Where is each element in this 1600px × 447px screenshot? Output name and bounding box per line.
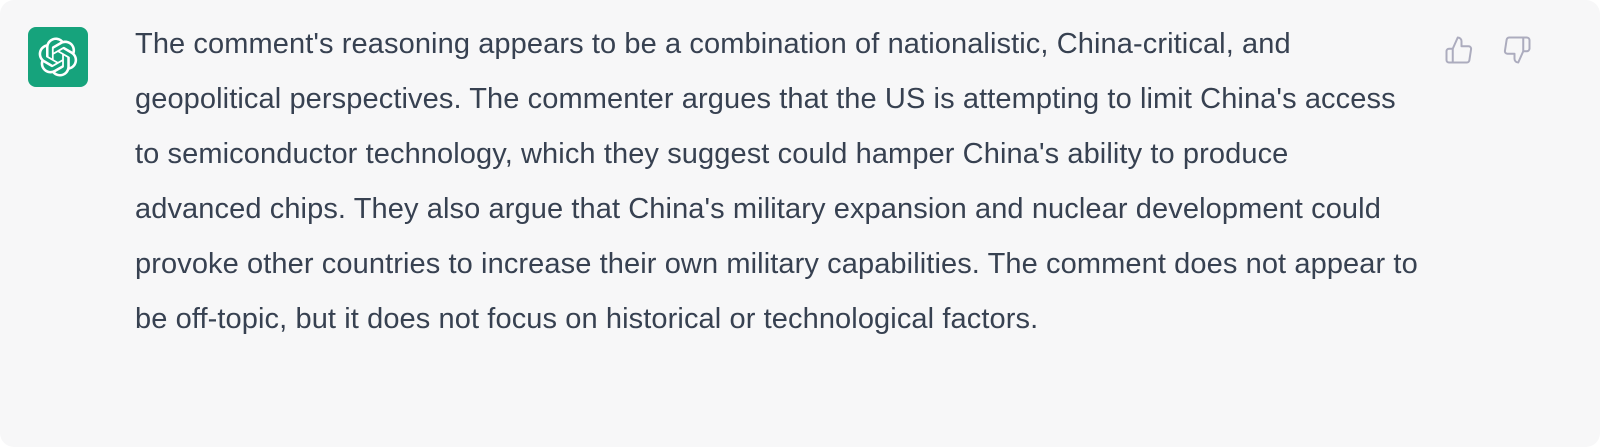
chatgpt-avatar <box>28 27 88 87</box>
feedback-actions <box>1444 35 1532 65</box>
thumbs-up-icon <box>1445 36 1473 64</box>
openai-logo-icon <box>38 37 78 77</box>
thumbs-down-button[interactable] <box>1502 35 1532 65</box>
assistant-message: The comment's reasoning appears to be a … <box>28 27 1532 335</box>
thumbs-up-button[interactable] <box>1444 35 1474 65</box>
thumbs-down-icon <box>1503 36 1531 64</box>
assistant-message-text: The comment's reasoning appears to be a … <box>135 28 1418 335</box>
